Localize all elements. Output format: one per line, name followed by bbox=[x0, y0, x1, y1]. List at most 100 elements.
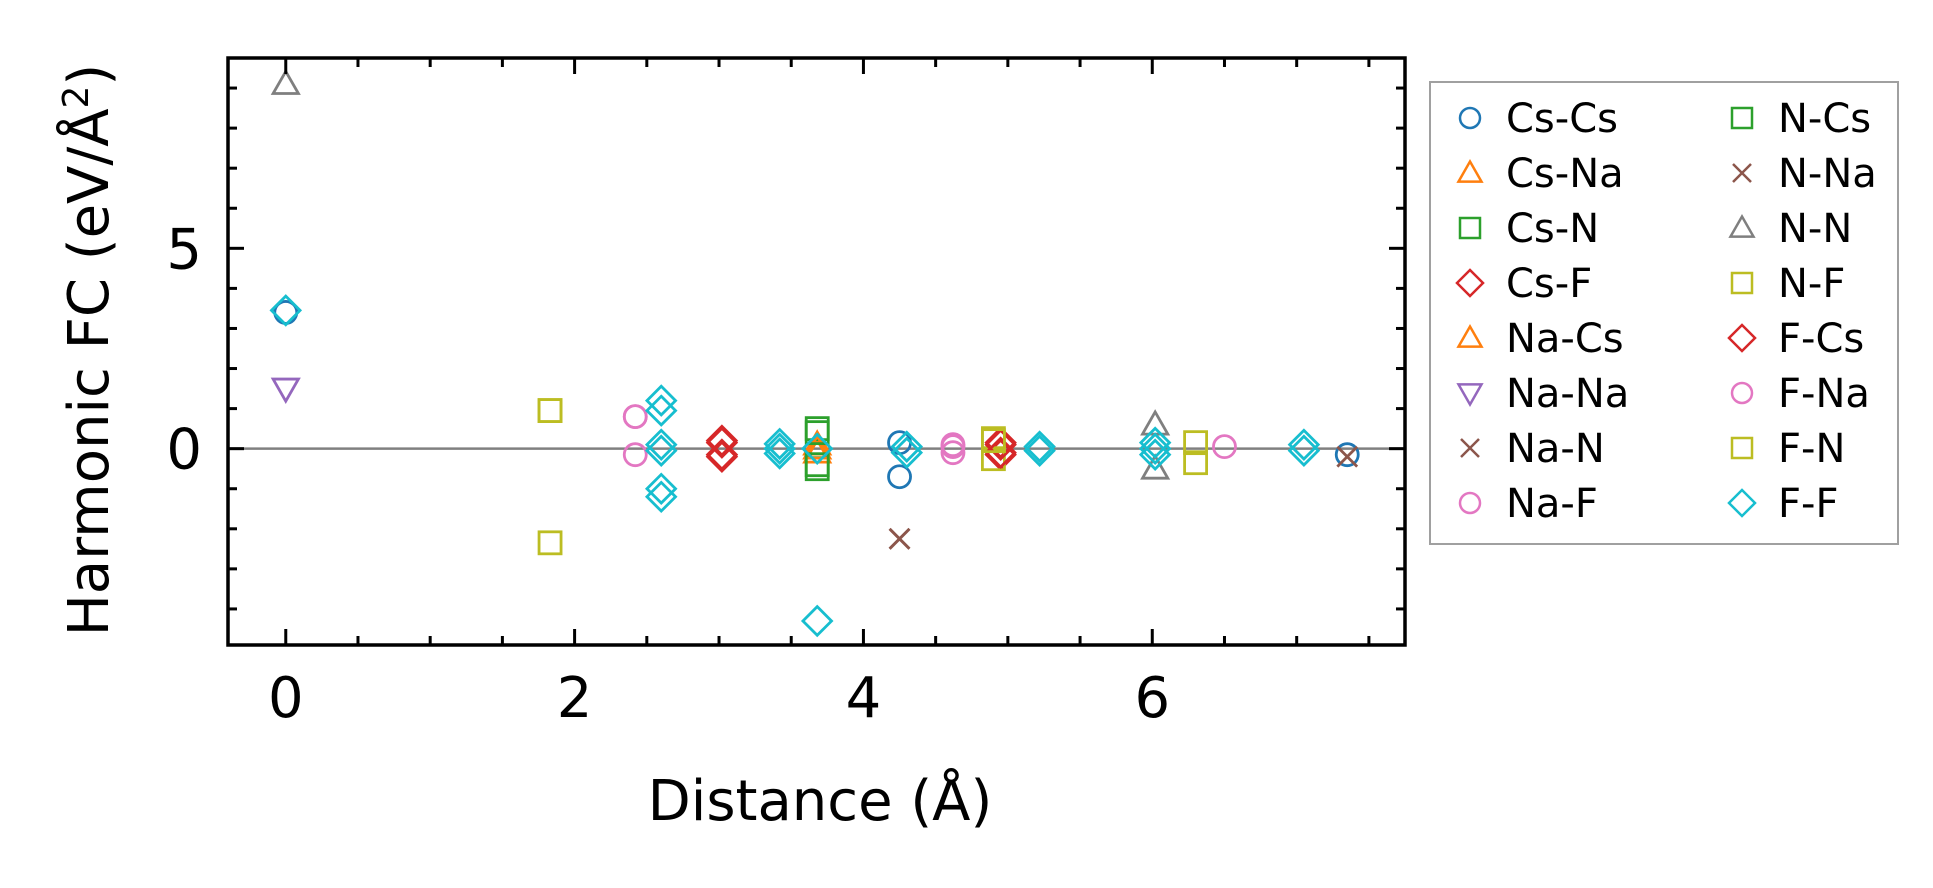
legend-marker bbox=[1456, 323, 1484, 348]
data-point-n-f-0 bbox=[537, 398, 563, 424]
legend-marker bbox=[1727, 323, 1757, 353]
y-axis-label: Harmonic FC (eV/Å2) bbox=[56, 64, 122, 637]
data-point-f-f-9 bbox=[763, 437, 796, 470]
data-point-f-f-1 bbox=[644, 384, 678, 417]
legend-entry-n-n: N-N bbox=[1728, 206, 1852, 252]
y-tick-label: 0 bbox=[166, 418, 202, 483]
data-point-f-n-0 bbox=[537, 398, 563, 424]
data-point-f-f-16 bbox=[1138, 426, 1172, 459]
legend-marker bbox=[1460, 438, 1480, 458]
x-tick-label: 4 bbox=[846, 666, 882, 731]
series-f-n bbox=[537, 398, 1006, 454]
data-point-n-n-0 bbox=[270, 68, 301, 95]
data-point-f-f-17 bbox=[1138, 432, 1172, 465]
data-point-f-cs-2 bbox=[984, 428, 1017, 461]
data-point-f-f-15 bbox=[1023, 434, 1056, 467]
series-n-na bbox=[888, 527, 911, 550]
series-cs-cs bbox=[273, 300, 1360, 490]
legend-label: Na-F bbox=[1506, 481, 1598, 527]
legend-label: Na-N bbox=[1506, 426, 1605, 472]
legend-label: N-Na bbox=[1778, 151, 1877, 197]
data-point-cs-cs-3 bbox=[1334, 442, 1360, 468]
legend-marker bbox=[1730, 271, 1754, 295]
series-na-cs bbox=[802, 433, 833, 460]
data-point-n-n-2 bbox=[1140, 453, 1171, 480]
data-point-cs-f-1 bbox=[705, 438, 739, 471]
series-n-f bbox=[537, 398, 1208, 556]
data-point-na-na-0 bbox=[270, 377, 301, 405]
legend-marker bbox=[1455, 268, 1485, 298]
data-point-f-f-13 bbox=[890, 436, 924, 469]
legend-label: Cs-F bbox=[1506, 261, 1592, 307]
legend-label: Na-Cs bbox=[1506, 316, 1624, 362]
data-point-f-f-2 bbox=[644, 394, 678, 427]
legend-entry-n-na: N-Na bbox=[1732, 151, 1877, 197]
data-point-f-f-8 bbox=[763, 432, 796, 465]
legend-marker bbox=[1727, 488, 1757, 518]
data-point-n-na-0 bbox=[888, 527, 911, 550]
legend-marker bbox=[1458, 106, 1482, 130]
legend-marker bbox=[1728, 213, 1756, 238]
x-tick-label: 6 bbox=[1134, 666, 1170, 731]
legend-label: F-F bbox=[1778, 481, 1838, 527]
data-point-f-f-19 bbox=[1287, 428, 1321, 461]
data-point-f-f-0 bbox=[269, 294, 303, 327]
legend-entry-na-na: Na-Na bbox=[1456, 371, 1629, 417]
legend-label: F-Cs bbox=[1778, 316, 1864, 362]
data-point-n-cs-1 bbox=[804, 452, 830, 478]
legend-entry-na-n: Na-N bbox=[1460, 426, 1605, 472]
data-point-f-na-1 bbox=[940, 434, 966, 460]
legend-label: N-N bbox=[1778, 206, 1852, 252]
legend-label: F-Na bbox=[1778, 371, 1870, 417]
legend-box bbox=[1429, 81, 1899, 545]
legend-entry-f-na: F-Na bbox=[1730, 371, 1870, 417]
axes: 0 2 4 6 0 5 bbox=[166, 56, 1407, 731]
legend-marker bbox=[1456, 158, 1484, 183]
legend-label: N-F bbox=[1778, 261, 1845, 307]
data-point-f-f-12 bbox=[890, 430, 924, 463]
x-tick-label: 0 bbox=[268, 666, 304, 731]
data-point-na-cs-0 bbox=[802, 433, 833, 460]
data-point-f-f-20 bbox=[1287, 434, 1321, 467]
data-point-f-f-5 bbox=[644, 472, 678, 506]
legend-entry-cs-cs: Cs-Cs bbox=[1458, 96, 1618, 142]
legend-marker bbox=[1730, 381, 1754, 405]
data-point-f-n-1 bbox=[981, 428, 1006, 454]
legend-label: F-N bbox=[1778, 426, 1845, 472]
data-point-n-f-3 bbox=[981, 446, 1006, 472]
legend-entry-cs-na: Cs-Na bbox=[1456, 151, 1624, 197]
series-f-na bbox=[622, 404, 966, 460]
x-axis-label: Distance (Å) bbox=[648, 768, 993, 834]
series-n-n bbox=[270, 68, 1171, 480]
data-point-n-f-4 bbox=[1183, 430, 1208, 456]
legend-entry-na-cs: Na-Cs bbox=[1456, 316, 1624, 362]
data-point-na-f-3 bbox=[940, 440, 966, 466]
y-tick-label: 5 bbox=[166, 217, 202, 282]
legend-marker bbox=[1456, 383, 1484, 408]
plot-area bbox=[228, 68, 1405, 638]
data-point-f-cs-1 bbox=[705, 440, 739, 473]
data-point-n-f-5 bbox=[1183, 450, 1208, 476]
legend-label: N-Cs bbox=[1778, 96, 1871, 142]
data-point-cs-cs-2 bbox=[887, 464, 912, 490]
series-f-f bbox=[269, 294, 1321, 638]
data-point-f-f-10 bbox=[800, 432, 834, 465]
legend: Cs-Cs Cs-Na Cs-N Cs-F Na-Cs Na-Na Na-N Na-F N-Cs… bbox=[1429, 81, 1899, 545]
data-point-na-f-1 bbox=[622, 442, 648, 468]
legend-marker bbox=[1730, 436, 1754, 460]
series-na-na bbox=[270, 377, 301, 405]
legend-label: Cs-Cs bbox=[1506, 96, 1618, 142]
legend-marker bbox=[1458, 491, 1482, 515]
data-point-f-f-6 bbox=[644, 480, 678, 514]
data-point-f-cs-3 bbox=[984, 436, 1017, 469]
data-point-f-f-18 bbox=[1138, 438, 1172, 471]
legend-entry-f-n: F-N bbox=[1730, 426, 1845, 472]
data-point-cs-f-2 bbox=[984, 426, 1017, 459]
data-point-na-n-1 bbox=[1336, 445, 1359, 468]
legend-label: Cs-N bbox=[1506, 206, 1599, 252]
data-point-cs-f-3 bbox=[984, 438, 1017, 471]
series-f-cs bbox=[705, 424, 1017, 473]
legend-marker bbox=[1732, 163, 1752, 183]
data-point-f-f-14 bbox=[1023, 430, 1056, 463]
